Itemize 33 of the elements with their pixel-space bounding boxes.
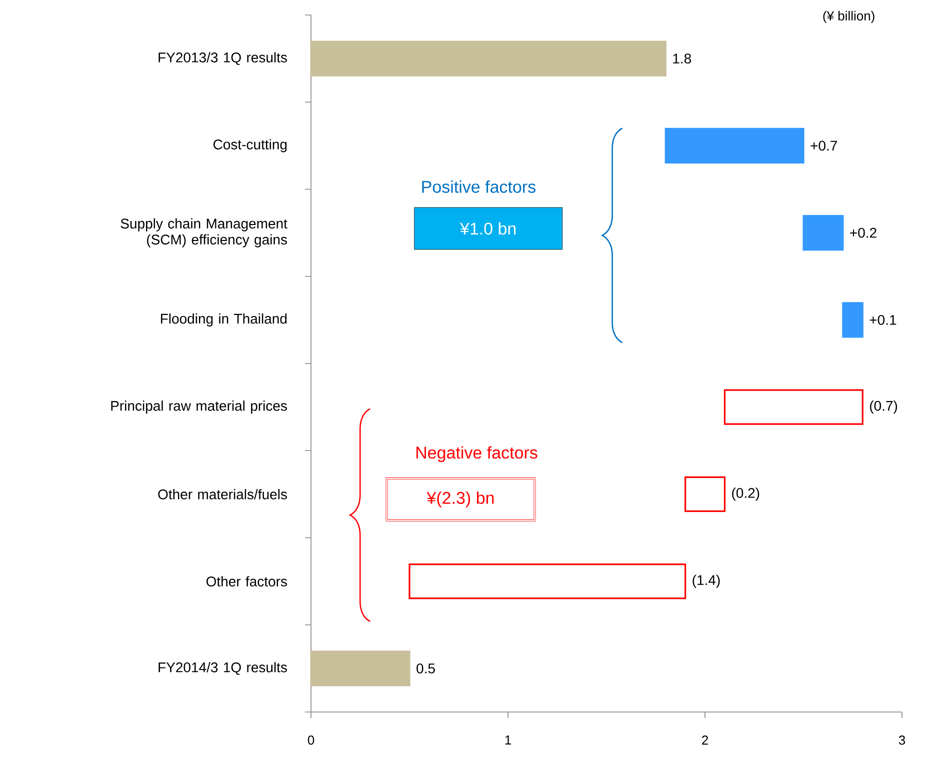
y-tick-label: Other materials/fuels (158, 489, 287, 500)
annotation: ¥1.0 bn (460, 222, 516, 235)
data-label: (0.2) (732, 488, 760, 501)
y-tick-label: Flooding in Thailand (160, 313, 287, 326)
annotation: ¥(2.3) bn (426, 492, 494, 508)
x-tick-label: 0 (308, 736, 314, 745)
bar (408, 564, 686, 600)
bar (310, 650, 410, 686)
x-tick-label: 1 (505, 736, 511, 744)
data-label: +0.7 (810, 140, 837, 151)
y-tick-label: Supply chain Management (SCM) efficiency gains (120, 218, 288, 248)
y-tick-label: FY2014/3 1Q results (158, 662, 287, 675)
y-tick-label: Principal raw material prices (111, 400, 287, 414)
data-label: +0.2 (850, 228, 876, 238)
y-tick-label: Cost-cutting (214, 139, 287, 152)
y-tick-label: Other factors (206, 576, 287, 586)
data-label: (1.4) (692, 574, 720, 588)
data-label: 0.5 (416, 663, 435, 674)
data-label: 1.8 (673, 54, 691, 64)
bar (664, 128, 804, 164)
bar (842, 302, 864, 338)
x-tick-label: 3 (898, 736, 906, 745)
annotation: Negative factors (416, 446, 538, 462)
bar (684, 476, 726, 512)
annotation: Positive factors (422, 180, 536, 193)
bar (310, 40, 666, 76)
x-tick-label: 2 (702, 736, 708, 745)
bar (724, 389, 864, 425)
y-tick-label: FY2013/3 1Q results (158, 52, 287, 65)
data-label: (0.7) (870, 400, 898, 414)
data-label: +0.1 (870, 314, 896, 325)
bar (802, 215, 844, 251)
annotation: (¥ billion) (823, 10, 874, 24)
